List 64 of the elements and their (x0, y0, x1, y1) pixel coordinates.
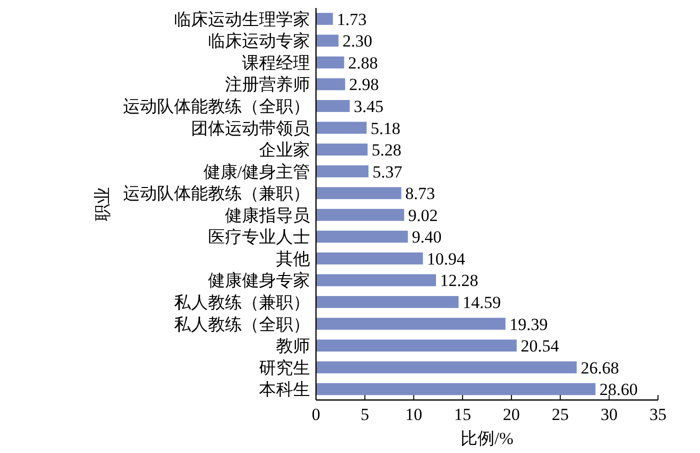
y-tick-label: 其他 (276, 249, 310, 268)
bar (316, 208, 404, 221)
bar (316, 165, 368, 178)
bar (316, 12, 333, 25)
x-tick-label: 35 (650, 405, 666, 424)
bar (316, 361, 577, 374)
data-label: 2.98 (349, 75, 379, 94)
y-tick-label: 私人教练（全职） (174, 314, 310, 334)
data-label: 5.28 (372, 140, 402, 160)
y-tick-label: 研究生 (259, 358, 310, 378)
bar (316, 78, 346, 90)
bar (316, 122, 367, 134)
bar (316, 144, 368, 156)
data-label: 5.37 (372, 162, 403, 182)
data-label: 19.39 (509, 314, 548, 334)
x-tick-label: 5 (360, 405, 370, 424)
data-label: 20.54 (520, 336, 560, 356)
y-tick-label: 企业家 (259, 140, 310, 160)
bar (316, 296, 459, 308)
data-label: 5.18 (370, 118, 400, 138)
data-label: 8.73 (405, 184, 436, 204)
y-tick-label: 临床运动专家 (208, 32, 310, 51)
data-label: 10.94 (426, 249, 466, 268)
y-tick-label: 教师 (276, 336, 310, 356)
bar (316, 340, 517, 352)
bar (316, 34, 338, 47)
data-label: 2.88 (348, 53, 378, 72)
bar (316, 187, 402, 200)
y-tick-label: 医疗专业人士 (208, 228, 310, 247)
y-axis-title: 职业 (93, 187, 112, 221)
y-tick-label: 运动队体能教练（兼职） (123, 184, 310, 204)
x-tick-label: 15 (454, 405, 472, 424)
bar (316, 274, 436, 286)
y-tick-label: 运动队体能教练（全职） (123, 97, 310, 116)
y-tick-label: 健康指导员 (225, 206, 310, 225)
data-label: 9.40 (412, 228, 442, 247)
y-tick-label: 私人教练（兼职） (174, 293, 310, 312)
data-label: 9.02 (408, 206, 438, 225)
y-tick-label: 健康/健身主管 (203, 162, 310, 182)
bar (316, 318, 506, 330)
x-tick-label: 0 (312, 405, 320, 424)
data-label: 26.68 (580, 358, 619, 378)
y-tick-label: 本科生 (259, 380, 310, 400)
y-tick-label: 健康健身专家 (208, 271, 310, 290)
data-label: 1.73 (336, 10, 367, 29)
bar (316, 100, 350, 112)
x-tick-label: 30 (600, 405, 618, 424)
data-label: 2.30 (342, 32, 372, 51)
y-tick-label: 团体运动带领员 (191, 118, 310, 138)
data-label: 12.28 (440, 271, 478, 290)
data-label: 28.60 (599, 380, 638, 400)
y-tick-label: 课程经理 (242, 53, 310, 72)
bar (316, 383, 596, 396)
x-axis-title: 比例/% (460, 429, 514, 448)
bar (316, 230, 408, 243)
bar (316, 56, 344, 68)
data-label: 3.45 (354, 97, 384, 116)
bar (316, 252, 423, 264)
x-tick-label: 10 (405, 405, 422, 424)
data-label: 14.59 (462, 293, 501, 312)
x-tick-label: 20 (502, 405, 520, 424)
y-tick-label: 注册营养师 (225, 75, 310, 94)
x-tick-label: 25 (552, 405, 569, 424)
y-tick-label: 临床运动生理学家 (174, 10, 310, 29)
